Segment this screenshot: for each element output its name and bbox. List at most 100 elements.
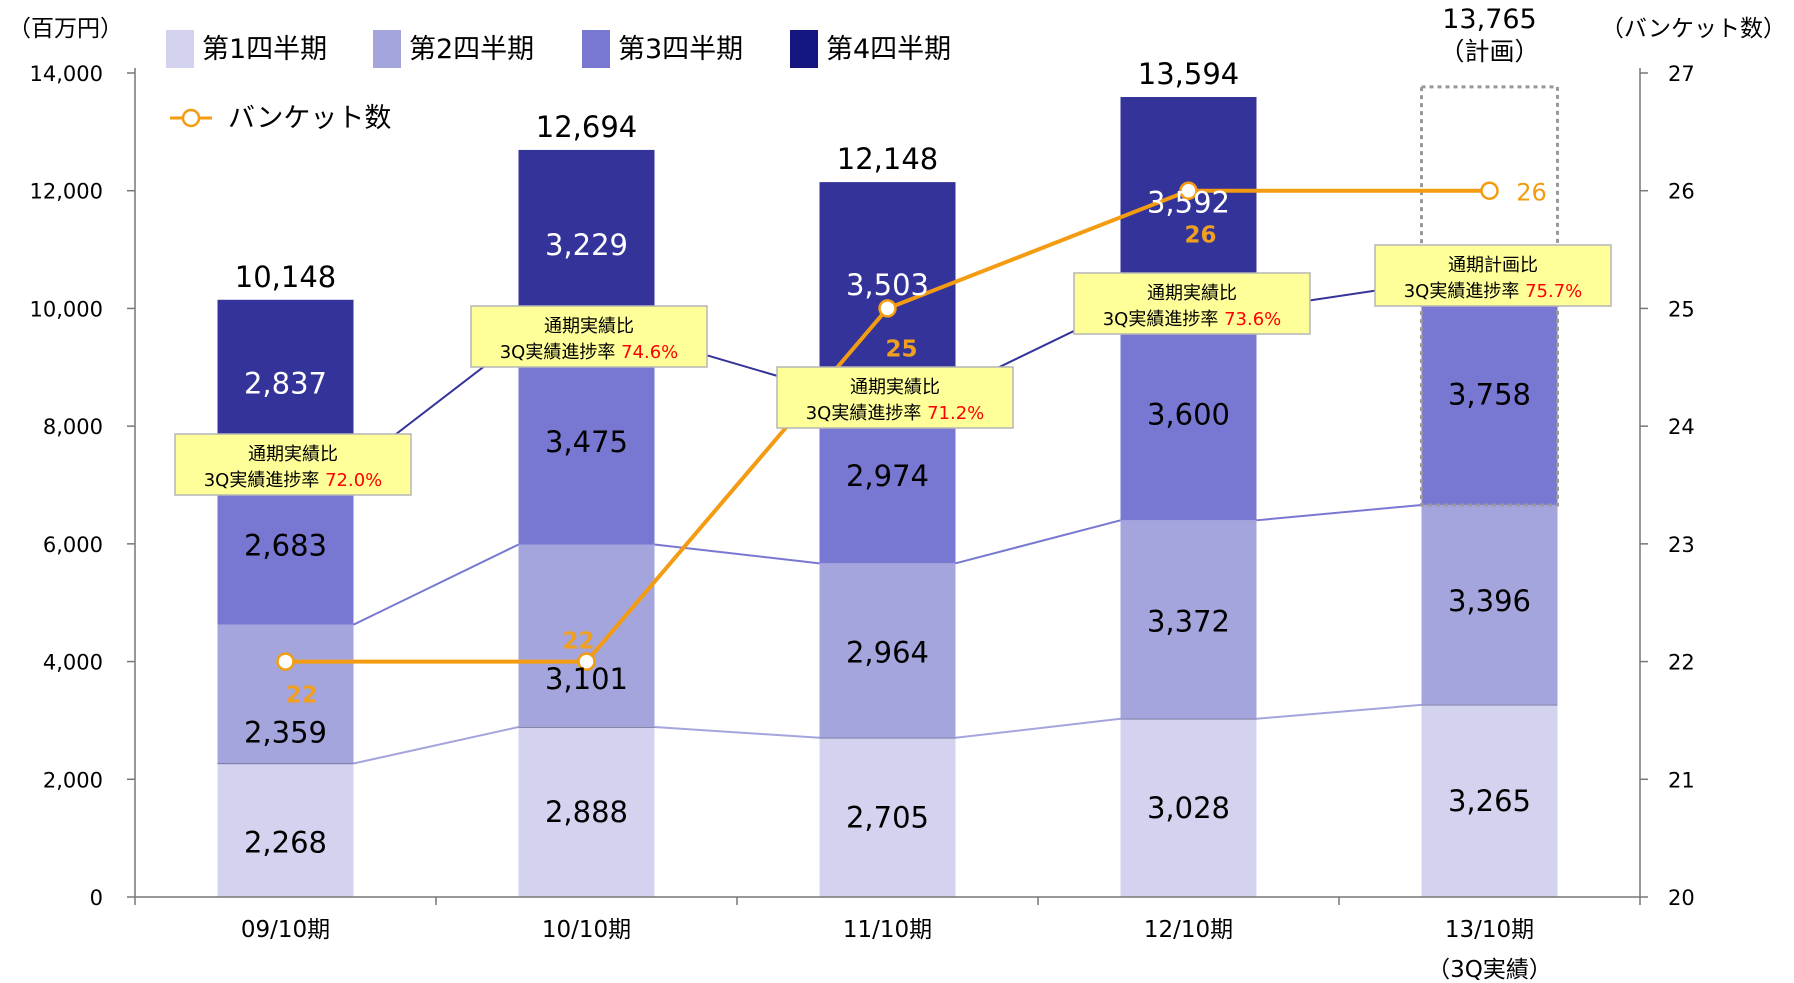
y2-tick-label: 24 <box>1668 415 1695 439</box>
bar-segment <box>1421 504 1558 705</box>
series-connector-line <box>955 519 1121 565</box>
legend-label: 第2四半期 <box>409 34 534 65</box>
x-tick-label: 13/10期 <box>1445 917 1534 943</box>
bar-segment <box>1120 308 1257 521</box>
segment-value-label: 3,600 <box>1147 397 1230 431</box>
callout-progress-line: 3Q実績進捗率 74.6% <box>500 342 679 363</box>
legend-banquet-marker <box>181 108 201 128</box>
bar-segment <box>1120 718 1257 897</box>
legend-label: バンケット数 <box>228 103 391 134</box>
banquet-line: 22 22 25 26 26 <box>276 179 1547 709</box>
segment-value-label: 3,503 <box>846 268 929 302</box>
banquet-data-label: 26 <box>1516 179 1547 207</box>
bar-segment <box>819 737 956 897</box>
x-tick-label: 11/10期 <box>843 917 932 943</box>
legend-swatch <box>790 30 818 68</box>
progress-callout-box <box>1374 244 1612 307</box>
total-labels: 10,148 12,694 12,148 13,594 13,765（計画） <box>235 4 1540 294</box>
callout-progress-pct: 74.6% <box>621 342 678 363</box>
y2-tick-label: 26 <box>1668 180 1695 204</box>
total-value-label: 13,765 <box>1442 4 1536 35</box>
bars <box>217 97 1558 897</box>
y2-tick-label: 20 <box>1668 886 1695 910</box>
y2-tick-label: 22 <box>1668 651 1695 675</box>
bar-segment <box>1120 520 1257 719</box>
y-tick-label: 2,000 <box>43 768 103 792</box>
series-connector-line <box>353 726 519 765</box>
segment-value-label: 2,964 <box>846 636 929 670</box>
callouts: 通期実績比 3Q実績進捗率 72.0% 通期実績比 3Q実績進捗率 74.6% 通期実績… <box>174 244 1612 496</box>
segment-value-label: 2,837 <box>244 366 327 400</box>
segment-value-label: 2,683 <box>244 529 327 563</box>
x-tick-sublabel: （3Q実績） <box>1427 957 1552 983</box>
y-tick-label: 0 <box>90 886 103 910</box>
segment-value-label: 3,592 <box>1147 186 1230 220</box>
banquet-data-label: 25 <box>885 336 917 362</box>
total-value-label: 10,148 <box>235 260 336 294</box>
segment-value-label: 2,359 <box>244 716 327 750</box>
bar-segment <box>518 544 655 728</box>
y-tick-label: 14,000 <box>30 62 103 86</box>
callout-progress-pct: 71.2% <box>927 403 984 424</box>
banquet-marker <box>577 652 596 671</box>
y-tick-label: 10,000 <box>30 297 103 321</box>
legend-swatch <box>582 30 610 68</box>
callout-progress-pct: 75.7% <box>1525 281 1582 302</box>
y2-tick-label: 27 <box>1668 62 1695 86</box>
plan-note-label: （計画） <box>1439 37 1539 66</box>
x-tick-label: 12/10期 <box>1144 917 1233 943</box>
y2-axis-unit-label: （バンケット数） <box>1601 16 1786 42</box>
progress-callout-box <box>470 305 708 368</box>
callout-progress-pct: 72.0% <box>325 470 382 491</box>
series-connector-line <box>353 543 519 626</box>
segment-value-label: 3,265 <box>1448 784 1531 818</box>
callout-title: 通期実績比 <box>248 444 338 465</box>
segment-value-label: 3,396 <box>1448 584 1531 618</box>
legend-label: 第3四半期 <box>618 34 743 65</box>
segment-value-label: 3,475 <box>545 425 628 459</box>
legend-swatch <box>373 30 401 68</box>
banquet-marker <box>1179 181 1198 200</box>
callout-progress-label: 3Q実績進捗率 <box>1103 309 1224 330</box>
bar-segment <box>217 763 354 897</box>
total-value-label: 12,148 <box>837 142 938 176</box>
callout-progress-line: 3Q実績進捗率 72.0% <box>204 470 383 491</box>
segment-value-label: 2,888 <box>545 795 628 829</box>
callout-progress-pct: 73.6% <box>1224 309 1281 330</box>
banquet-data-label: 22 <box>285 683 317 709</box>
segment-value-label: 3,101 <box>545 662 628 696</box>
callout-progress-label: 3Q実績進捗率 <box>500 342 621 363</box>
x-tick-label: 09/10期 <box>241 917 330 943</box>
y2-tick-label: 23 <box>1668 533 1695 557</box>
segment-value-label: 3,758 <box>1448 377 1531 411</box>
callout-title: 通期実績比 <box>850 377 940 398</box>
banquet-marker <box>1480 181 1499 200</box>
segment-value-label: 3,372 <box>1147 605 1230 639</box>
banquet-marker <box>878 299 897 318</box>
callout-title: 通期実績比 <box>544 316 634 337</box>
series-connector-line <box>1256 703 1422 720</box>
bar-segment <box>1421 283 1558 505</box>
segment-value-label: 2,974 <box>846 459 929 493</box>
total-value-label: 12,694 <box>536 110 637 144</box>
series-connector-line <box>1256 503 1422 522</box>
y-tick-label: 12,000 <box>30 180 103 204</box>
callout-progress-line: 3Q実績進捗率 71.2% <box>806 403 985 424</box>
x-tick-label: 10/10期 <box>542 917 631 943</box>
series-connector-line <box>654 726 820 739</box>
bar-segment <box>217 624 354 764</box>
axes: 0 2,000 4,000 6,000 8,000 10,000 12,000 14,000 2… <box>8 16 1786 983</box>
legend-label: 第4四半期 <box>826 34 951 65</box>
bar-segment <box>819 563 956 738</box>
y2-tick-label: 21 <box>1668 768 1695 792</box>
bar-segment <box>1421 704 1558 897</box>
y-tick-label: 6,000 <box>43 533 103 557</box>
y-tick-label: 4,000 <box>43 651 103 675</box>
y2-tick-label: 25 <box>1668 297 1695 321</box>
banquet-data-label: 22 <box>562 629 594 655</box>
segment-value-label: 3,028 <box>1147 791 1230 825</box>
callout-progress-label: 3Q実績進捗率 <box>806 403 927 424</box>
progress-callout-box <box>1073 272 1311 335</box>
legend-label: 第1四半期 <box>202 34 327 65</box>
